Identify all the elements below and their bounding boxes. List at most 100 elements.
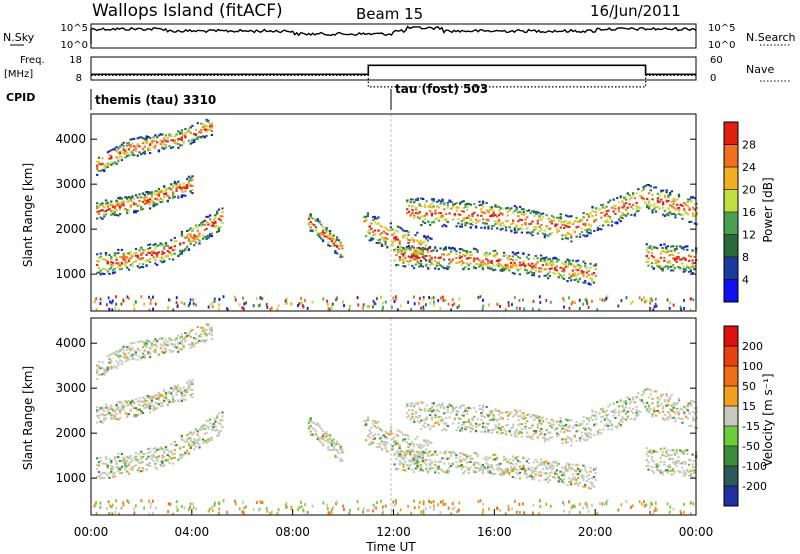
velocity-echo-cell [487, 414, 490, 417]
power-echo-cell [670, 250, 673, 253]
velocity-echo-cell [101, 408, 104, 411]
power-echo-cell [661, 267, 664, 270]
velocity-echo-cell [575, 420, 578, 423]
power-echo-cell [168, 134, 171, 137]
velocity-echo-cell [143, 344, 146, 347]
power-echo-cell [117, 202, 120, 205]
power-echo-cell [587, 213, 591, 217]
power-echo-cell [163, 195, 166, 198]
power-echo-cell [133, 211, 136, 214]
power-echo-cell [497, 259, 500, 262]
velocity-echo-cell [436, 409, 439, 412]
velocity-echo-cell [434, 463, 437, 466]
velocity-echo-cell [126, 359, 129, 362]
velocity-echo-cell [614, 416, 617, 419]
power-echo-cell [637, 209, 640, 212]
power-echo-cell [407, 245, 410, 248]
power-echo-cell [196, 122, 199, 125]
power-echo-cell [113, 271, 116, 274]
power-echo-cell [490, 214, 494, 217]
power-echo-cell [187, 248, 191, 251]
power-echo-cell [154, 134, 157, 137]
velocity-echo-cell [430, 460, 433, 463]
velocity-echo-cell [402, 451, 405, 454]
velocity-echo-cell [473, 415, 476, 418]
velocity-echo-cell [455, 413, 458, 416]
velocity-echo-cell [584, 433, 587, 436]
velocity-echo-cell [414, 453, 417, 456]
velocity-echo-cell [207, 426, 210, 429]
velocity-echo-cell [411, 449, 414, 452]
velocity-echo-cell [145, 340, 148, 344]
velocity-echo-cell [159, 464, 162, 467]
velocity-echo-cell [474, 422, 478, 425]
velocity-echo-cell [444, 417, 448, 420]
power-echo-cell [339, 242, 342, 245]
velocity-echo-cell [526, 413, 529, 416]
power-echo-cell [115, 295, 117, 299]
power-echo-cell [578, 265, 582, 268]
power-echo-cell [122, 257, 125, 260]
velocity-echo-cell [501, 468, 504, 471]
velocity-echo-cell [205, 332, 208, 335]
velocity-echo-cell [556, 432, 559, 435]
velocity-echo-cell [96, 421, 99, 424]
velocity-echo-cell [193, 438, 196, 441]
power-echo-cell [693, 203, 696, 206]
power-echo-cell [663, 209, 666, 212]
power-echo-cell [556, 216, 559, 219]
velocity-echo-cell [425, 404, 428, 407]
power-echo-cell [180, 139, 184, 142]
power-echo-cell [519, 227, 522, 230]
velocity-echo-cell [478, 408, 481, 411]
velocity-echo-cell [101, 413, 104, 416]
power-echo-cell [332, 242, 335, 245]
velocity-echo-cell [180, 453, 184, 456]
power-echo-cell [163, 138, 166, 141]
power-echo-cell [328, 237, 332, 240]
power-echo-cell [580, 231, 584, 234]
power-echo-cell [472, 259, 476, 262]
power-echo-cell [653, 208, 656, 211]
velocity-echo-cell [314, 423, 318, 426]
power-echo-cell [97, 205, 101, 208]
velocity-echo-cell [448, 462, 451, 465]
velocity-echo-cell [561, 478, 564, 481]
power-echo-cell [479, 262, 483, 265]
power-echo-cell [441, 253, 444, 256]
power-echo-cell [515, 224, 518, 227]
velocity-echo-cell [483, 416, 487, 419]
velocity-echo-cell [485, 422, 488, 425]
power-echo-cell [531, 262, 534, 265]
power-echo-cell [171, 194, 175, 197]
velocity-echo-cell [147, 455, 150, 458]
power-echo-cell [540, 227, 543, 230]
velocity-echo-cell [522, 412, 525, 415]
power-echo-cell [164, 143, 168, 146]
velocity-echo-cell [113, 417, 116, 420]
power-echo-cell [589, 225, 592, 228]
power-echo-cell [217, 227, 221, 230]
velocity-echo-cell [605, 424, 608, 427]
power-echo-cell [474, 248, 477, 251]
power-echo-cell [466, 208, 469, 211]
velocity-echo-cell [481, 406, 485, 409]
power-echo-cell [688, 207, 691, 210]
velocity-echo-cell [402, 465, 405, 468]
velocity-echo-cell [527, 413, 531, 416]
velocity-echo-cell [391, 437, 394, 440]
velocity-echo-cell [393, 454, 396, 457]
velocity-echo-cell [566, 469, 569, 472]
power-echo-cell [124, 258, 127, 261]
power-echo-cell [522, 264, 525, 267]
power-echo-cell [589, 224, 592, 227]
velocity-echo-cell [624, 406, 628, 409]
velocity-echo-cell [480, 407, 483, 410]
power-echo-cell [614, 212, 617, 215]
velocity-echo-cell [419, 463, 422, 466]
velocity-echo-cell [117, 355, 120, 358]
power-echo-cell [325, 227, 328, 230]
power-echo-cell [171, 252, 175, 255]
velocity-echo-cell [97, 414, 101, 417]
velocity-echo-cell [559, 470, 562, 473]
